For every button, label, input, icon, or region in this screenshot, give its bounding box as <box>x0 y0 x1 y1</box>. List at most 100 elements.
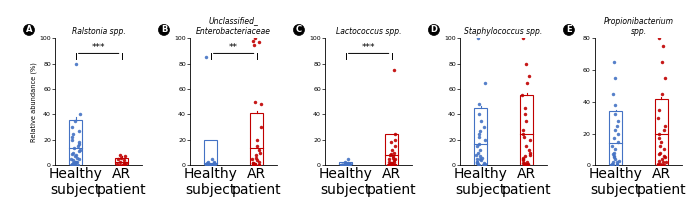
Point <box>72 145 83 148</box>
Point <box>389 164 400 167</box>
Point <box>68 132 79 135</box>
Point <box>611 124 622 127</box>
Point <box>659 124 670 127</box>
Point <box>249 164 260 167</box>
Bar <box>250 113 263 165</box>
Point <box>473 132 484 135</box>
Point <box>389 132 400 135</box>
Point <box>252 145 263 148</box>
Point <box>74 113 85 116</box>
Point <box>387 156 398 159</box>
Point <box>341 164 352 167</box>
Point <box>606 164 617 167</box>
Point <box>658 44 669 48</box>
Point <box>606 164 617 167</box>
Point <box>67 162 78 166</box>
Point <box>517 159 528 162</box>
Point <box>523 75 534 78</box>
Point <box>389 157 400 161</box>
Point <box>66 157 77 161</box>
Point <box>114 160 125 163</box>
Point <box>384 162 395 166</box>
Point <box>390 164 401 167</box>
Title: Staphylococcus spp.: Staphylococcus spp. <box>464 27 543 36</box>
Title: Ralstonia spp.: Ralstonia spp. <box>72 27 125 36</box>
Text: E: E <box>566 25 572 34</box>
Point <box>74 148 85 152</box>
Point <box>471 145 482 148</box>
Point <box>209 162 220 166</box>
Point <box>473 142 484 145</box>
Point <box>249 43 260 46</box>
Point <box>659 129 670 132</box>
Point <box>652 164 664 167</box>
Point <box>118 164 129 167</box>
Text: ***: *** <box>362 43 376 52</box>
Point <box>524 151 535 154</box>
Point <box>119 159 130 162</box>
Point <box>249 100 260 103</box>
Point <box>336 164 347 167</box>
Point <box>70 155 81 158</box>
Point <box>255 126 266 129</box>
Point <box>613 119 624 123</box>
Bar <box>385 134 398 165</box>
Point <box>342 162 353 166</box>
Point <box>608 151 619 154</box>
Point <box>74 142 85 145</box>
Point <box>389 160 400 163</box>
Point <box>339 161 350 165</box>
Point <box>119 162 130 166</box>
Point <box>120 155 131 158</box>
Point <box>609 157 620 161</box>
Point <box>383 164 394 167</box>
Point <box>249 162 260 166</box>
Point <box>385 153 396 157</box>
Point <box>610 113 621 116</box>
Point <box>251 156 262 159</box>
Title: Propionibacterium
spp.: Propionibacterium spp. <box>604 17 674 36</box>
Point <box>336 164 347 167</box>
Text: B: B <box>161 25 167 34</box>
Point <box>203 164 214 167</box>
Point <box>471 160 482 163</box>
Point <box>471 160 482 163</box>
Point <box>254 151 265 154</box>
Text: C: C <box>296 25 302 34</box>
Point <box>609 60 620 64</box>
Point <box>340 164 351 167</box>
Point <box>70 164 81 167</box>
Point <box>338 164 349 167</box>
Point <box>655 151 666 154</box>
Point <box>656 140 667 143</box>
Bar <box>520 95 533 165</box>
Point <box>248 164 259 167</box>
Point <box>66 136 77 139</box>
Point <box>247 161 258 165</box>
Point <box>119 164 130 167</box>
Point <box>386 141 397 144</box>
Point <box>338 164 349 167</box>
Point <box>114 164 125 167</box>
Point <box>473 162 484 166</box>
Point <box>473 164 484 167</box>
Point <box>608 137 619 140</box>
Point <box>205 164 216 167</box>
Point <box>480 138 491 142</box>
Point <box>254 40 265 44</box>
Point <box>387 161 398 165</box>
Point <box>657 60 668 64</box>
Point <box>653 153 664 156</box>
Point <box>200 56 212 59</box>
Point <box>480 164 491 167</box>
Point <box>472 161 483 165</box>
Point <box>68 161 79 165</box>
Point <box>72 164 83 167</box>
Point <box>116 156 127 159</box>
Point <box>471 153 482 157</box>
Point <box>612 164 623 167</box>
Point <box>342 164 353 167</box>
Point <box>652 162 664 165</box>
Point <box>254 164 265 167</box>
Point <box>344 164 355 167</box>
